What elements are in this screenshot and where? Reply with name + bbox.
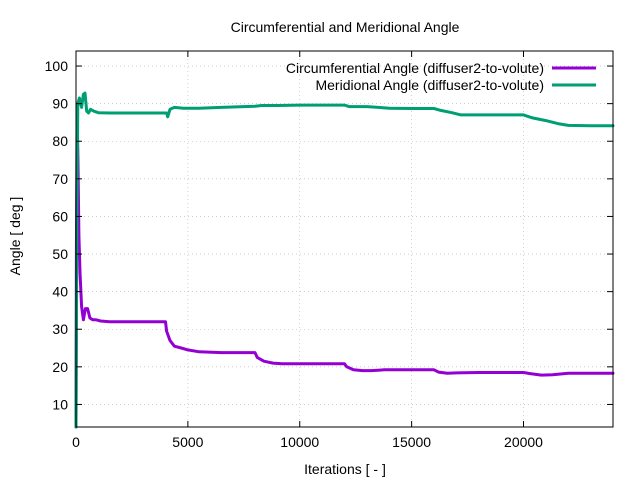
x-tick-label: 15000: [392, 434, 431, 450]
x-tick-label: 5000: [172, 434, 203, 450]
y-tick-label: 50: [52, 246, 68, 262]
x-tick-label: 0: [72, 434, 80, 450]
series-line-2: [74, 91, 615, 429]
x-tick-label: 20000: [504, 434, 543, 450]
y-axis-label: Angle [ deg ]: [7, 197, 23, 276]
y-tick-label: 90: [52, 96, 68, 112]
y-tick-label: 10: [52, 396, 68, 412]
y-tick-label: 30: [52, 321, 68, 337]
plot-frame: [75, 50, 614, 428]
y-axis: 10 20 30 40 50 60 70 80 90 100: [45, 58, 613, 412]
legend-label-2: Meridional Angle (diffuser2-to-volute): [315, 77, 544, 93]
grid-lines: [76, 51, 613, 427]
x-axis-label: Iterations [ - ]: [304, 461, 386, 477]
legend-label-1: Circumferential Angle (diffuser2-to-volu…: [286, 60, 544, 76]
y-tick-label: 70: [52, 171, 68, 187]
y-tick-label: 40: [52, 284, 68, 300]
series-line-1: [74, 109, 615, 429]
x-tick-label: 10000: [280, 434, 319, 450]
y-tick-label: 80: [52, 133, 68, 149]
y-tick-label: 60: [52, 208, 68, 224]
chart-title: Circumferential and Meridional Angle: [231, 19, 460, 35]
series-lines: [74, 91, 615, 429]
y-tick-label: 100: [45, 58, 69, 74]
y-tick-label: 20: [52, 359, 68, 375]
legend: Circumferential Angle (diffuser2-to-volu…: [286, 60, 596, 93]
x-axis: 0 5000 10000 15000 20000: [72, 51, 543, 450]
